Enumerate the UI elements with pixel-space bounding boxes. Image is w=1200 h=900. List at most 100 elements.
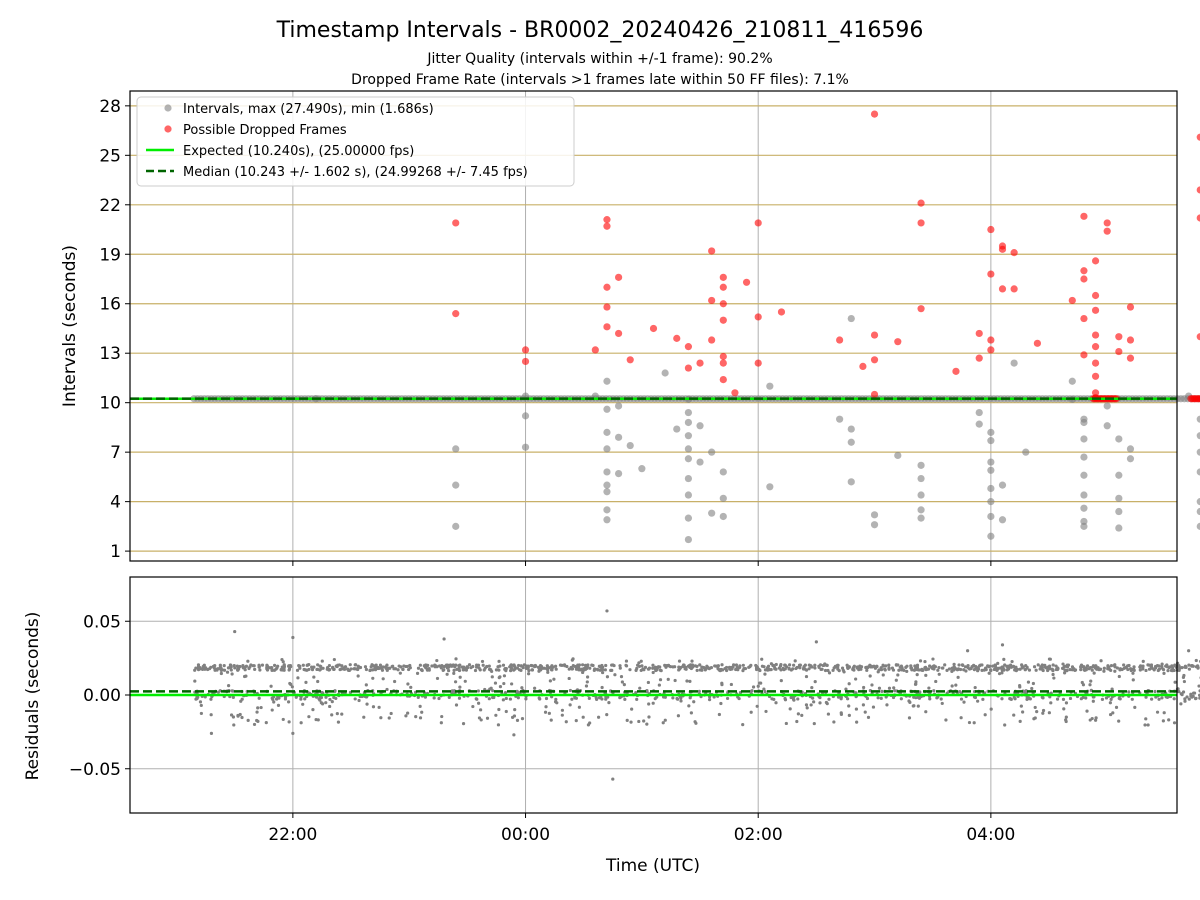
- residual-point: [222, 664, 226, 668]
- residual-point: [471, 704, 475, 709]
- residual-point: [286, 700, 291, 704]
- residual-point: [253, 667, 257, 671]
- residual-point: [1147, 667, 1152, 671]
- residual-point: [1038, 667, 1042, 671]
- residual-point: [814, 640, 818, 644]
- residual-point: [1117, 719, 1121, 723]
- residual-point: [1030, 686, 1034, 691]
- residual-point: [336, 663, 340, 667]
- residual-point: [720, 681, 724, 685]
- dropped-frame-point: [987, 336, 995, 344]
- residual-point: [567, 667, 571, 671]
- dropped-frame-point: [452, 219, 460, 227]
- dropped-frame-point: [1196, 333, 1200, 341]
- residual-point: [857, 668, 861, 672]
- residual-point: [1041, 708, 1046, 713]
- residual-point: [457, 696, 462, 700]
- residual-point: [956, 667, 960, 671]
- residual-point: [812, 721, 816, 726]
- residual-point: [694, 721, 698, 725]
- residual-point: [1033, 705, 1037, 710]
- residual-point: [779, 679, 783, 683]
- interval-point: [684, 491, 693, 499]
- interval-point: [917, 461, 925, 469]
- residual-point: [219, 671, 223, 676]
- residual-point: [598, 668, 602, 672]
- dropped-frame-point: [836, 336, 844, 344]
- intervals-ticks: 1 4 7 10 13 16 19 22 25 28: [99, 97, 992, 566]
- interval-point: [452, 481, 460, 489]
- residual-point: [629, 720, 633, 724]
- residual-point: [1190, 664, 1194, 668]
- residual-point: [508, 665, 512, 669]
- residual-point: [1162, 671, 1166, 676]
- residual-point: [927, 686, 931, 690]
- residual-point: [634, 691, 638, 695]
- residual-point: [302, 667, 306, 672]
- residual-point: [485, 664, 489, 669]
- residual-point: [628, 668, 632, 672]
- residual-point: [788, 707, 792, 711]
- residual-point: [324, 695, 328, 699]
- residual-point: [498, 685, 503, 689]
- residual-point: [1051, 663, 1055, 667]
- x-tick-label: 00:00: [501, 825, 550, 845]
- residual-point: [1130, 697, 1134, 701]
- interval-point: [1080, 453, 1088, 461]
- residual-point: [760, 657, 764, 661]
- residual-point: [637, 664, 642, 668]
- dropped-frame-point: [615, 273, 623, 281]
- dropped-frame-point: [1091, 306, 1100, 314]
- residual-point: [1049, 701, 1053, 705]
- residual-point: [931, 664, 935, 668]
- intervals-y-tick-label: 13: [99, 344, 121, 364]
- residual-point: [1114, 705, 1119, 710]
- residual-point: [265, 664, 270, 669]
- interval-point: [987, 498, 995, 506]
- residual-point: [876, 696, 880, 700]
- residual-point: [679, 696, 683, 700]
- dropped-frame-point: [719, 352, 727, 361]
- residual-point: [769, 662, 774, 666]
- residual-point: [1003, 723, 1007, 727]
- residual-point: [924, 673, 928, 677]
- residual-point: [1109, 663, 1114, 668]
- residual-point: [865, 668, 869, 672]
- intervals-y-tick-label: 22: [99, 196, 121, 216]
- residual-point: [229, 668, 233, 672]
- dropped-frame-point: [777, 308, 786, 316]
- residual-point: [1153, 689, 1157, 694]
- residual-point: [343, 665, 348, 669]
- residual-point: [291, 731, 295, 735]
- dropped-frame-point: [1091, 343, 1100, 351]
- interval-point: [603, 468, 611, 476]
- residual-point: [683, 667, 687, 671]
- residual-point: [809, 703, 813, 707]
- residual-point: [630, 707, 634, 711]
- residual-point: [476, 689, 480, 693]
- residual-point: [314, 717, 318, 722]
- residual-point: [902, 668, 906, 672]
- residual-point: [611, 663, 615, 667]
- residual-point: [1068, 696, 1073, 701]
- residual-point: [865, 665, 869, 669]
- residual-point: [588, 666, 592, 670]
- residual-point: [454, 657, 458, 661]
- residual-point: [390, 664, 394, 669]
- residual-point: [275, 697, 279, 701]
- residual-point: [966, 649, 970, 653]
- residual-point: [1143, 723, 1147, 727]
- residual-point: [1182, 679, 1187, 684]
- residual-point: [259, 705, 263, 710]
- dropped-frame-point: [1068, 296, 1076, 305]
- residual-point: [504, 669, 508, 673]
- residual-point: [568, 703, 572, 707]
- residual-point: [916, 704, 920, 708]
- residual-point: [339, 667, 343, 671]
- residual-point: [510, 682, 514, 686]
- residual-point: [252, 722, 257, 727]
- residual-point: [908, 700, 912, 705]
- residual-point: [1079, 668, 1083, 672]
- residual-point: [404, 714, 408, 718]
- residual-point: [863, 710, 867, 714]
